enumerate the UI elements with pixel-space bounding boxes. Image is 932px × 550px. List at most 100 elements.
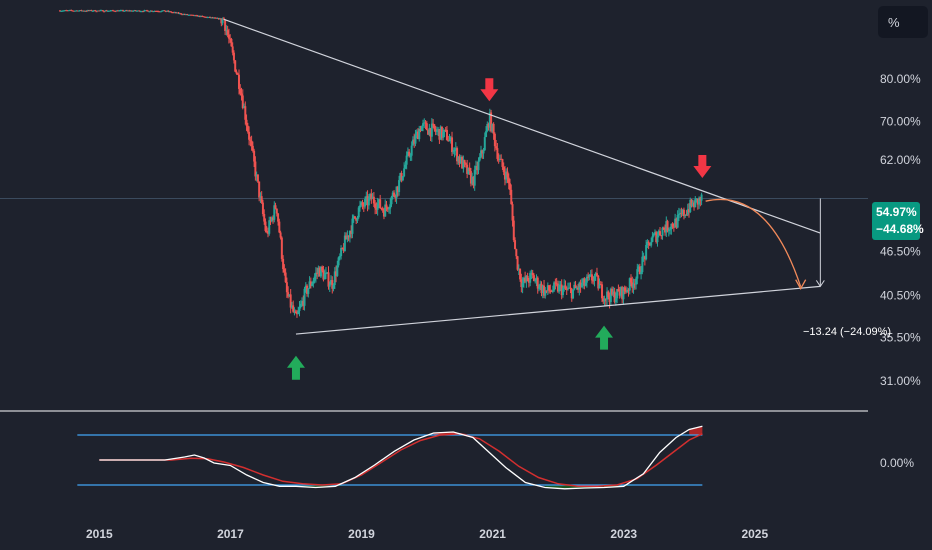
candle-body (347, 235, 350, 238)
candle-body (405, 155, 408, 165)
candle-body (451, 137, 454, 153)
candle-body (244, 106, 247, 120)
x-tick-label: 2021 (479, 527, 506, 541)
candle-body (478, 156, 481, 161)
candle-body (540, 283, 543, 294)
candle-body (464, 163, 467, 165)
candle-body (134, 10, 137, 12)
candle-body (439, 126, 442, 140)
candle-body (357, 207, 360, 218)
candle-body (389, 204, 392, 209)
candle-body (205, 16, 208, 18)
candle-body (444, 129, 447, 131)
candle-body (176, 12, 179, 14)
candle-body (168, 11, 171, 13)
candle-body (690, 199, 693, 206)
candle-body (408, 151, 411, 156)
candle-body (606, 291, 609, 300)
up-signal-arrow (286, 355, 305, 380)
x-tick-label: 2019 (348, 527, 375, 541)
candle-body (476, 166, 479, 171)
candle-body (200, 15, 203, 17)
candle-body (72, 10, 75, 12)
candle-body (558, 284, 561, 292)
candle-body (380, 208, 383, 210)
candle-body (203, 16, 206, 18)
candle-body (601, 284, 604, 299)
candle-body (493, 133, 496, 147)
candle-body (311, 283, 314, 286)
candle-body (322, 270, 325, 280)
candle-body (359, 205, 361, 208)
candle-body (103, 11, 106, 13)
x-tick-label: 2015 (86, 527, 113, 541)
up-signal-arrow (595, 325, 614, 350)
candle-body (492, 123, 495, 134)
candle-body (463, 160, 466, 164)
candle-body (212, 17, 215, 19)
candle-body (638, 266, 641, 274)
candle-body (198, 15, 201, 17)
candle-body (599, 284, 602, 286)
candle-body (423, 122, 426, 124)
candle-body (477, 160, 480, 171)
candle-body (545, 290, 548, 292)
candle-body (507, 177, 510, 184)
y-tick-label: 35.50% (880, 331, 921, 345)
candle-body (302, 300, 305, 306)
price-badge: 54.97% −44.68% (872, 202, 924, 240)
candle-body (280, 237, 283, 259)
candle-body (138, 10, 141, 12)
x-tick-label: 2025 (741, 527, 768, 541)
candle-body (613, 291, 616, 303)
candle-body (602, 298, 605, 302)
candle-body (90, 10, 93, 12)
candle-body (319, 266, 322, 277)
candle-body (219, 18, 222, 20)
candle-body (549, 290, 552, 292)
candle-body (662, 227, 665, 230)
candle-body (209, 16, 211, 18)
projection-curve (705, 198, 802, 287)
candle-body (374, 203, 377, 209)
candle-body (553, 282, 556, 291)
candle-body (77, 10, 80, 12)
candle-body (318, 268, 321, 277)
candle-body (293, 311, 296, 313)
candle-body (534, 280, 537, 282)
unit-toggle-button[interactable]: % (878, 6, 928, 38)
candle-body (360, 202, 363, 206)
candle-body (304, 285, 307, 289)
candle-body (510, 189, 513, 205)
candle-body (364, 199, 367, 207)
candle-body (75, 10, 78, 12)
candle-body (428, 128, 431, 135)
candle-body (324, 272, 327, 275)
candle-body (297, 310, 300, 315)
candle-body (240, 93, 243, 96)
candle-body (258, 181, 261, 198)
candle-body (515, 249, 518, 257)
candle-body (229, 38, 232, 40)
candle-body (266, 231, 269, 234)
candle-body (435, 130, 438, 132)
candle-body (287, 292, 290, 297)
candle-body (551, 290, 554, 292)
candle-body (607, 291, 610, 298)
candle-body (671, 223, 674, 227)
candle-body (227, 34, 230, 39)
candle-body (543, 285, 546, 296)
candle-body (371, 196, 374, 200)
candle-body (623, 287, 626, 292)
candle-body (462, 160, 465, 169)
candle-body (502, 166, 505, 173)
candle-body (243, 106, 246, 109)
candle-body (221, 18, 224, 24)
candle-body (74, 10, 77, 12)
candle-body (670, 223, 673, 230)
candle-body (224, 19, 227, 31)
candle-body (99, 10, 102, 12)
candle-body (312, 280, 315, 284)
candle-body (282, 258, 285, 270)
candle-body (505, 171, 508, 180)
